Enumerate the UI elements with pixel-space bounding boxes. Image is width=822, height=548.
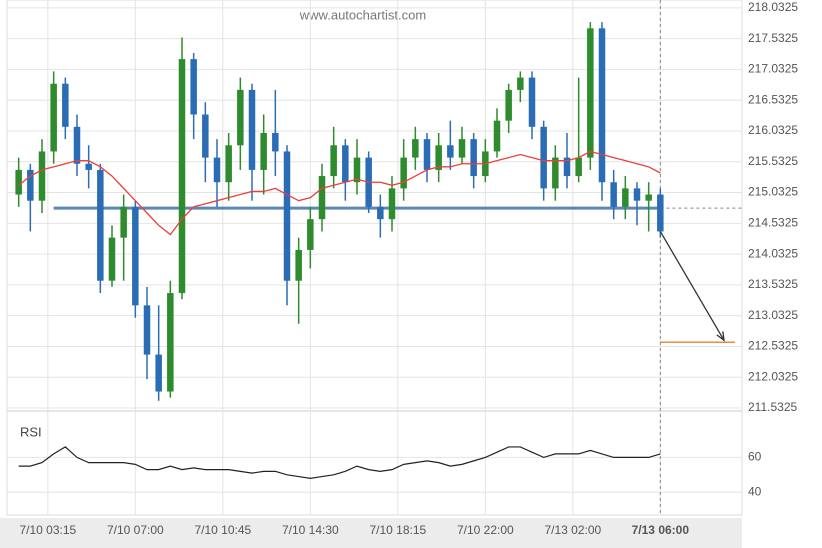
x-tick-label: 7/10 14:30 [282,523,339,537]
candle-body [412,139,419,158]
candle-body [505,89,512,121]
watermark: www.autochartist.com [299,7,426,22]
candle-body [657,194,664,232]
rsi-tick-label: 60 [748,450,762,464]
candle-body [353,157,361,183]
x-tick-label: 7/13 02:00 [544,523,601,537]
candle-body [295,249,302,281]
candle-body [225,145,232,183]
candle-body [563,157,571,177]
candle-body [423,139,431,170]
candle-body [62,83,69,127]
candle-body [27,169,34,201]
candle-body [575,157,582,177]
y-tick-label: 216.5325 [748,92,798,106]
candle-body [598,28,606,183]
candle-body [377,206,384,220]
candle-body [622,188,629,207]
x-axis-band [0,518,742,548]
candle-body [470,139,477,177]
candle-body [73,126,81,164]
x-tick-label: 7/10 03:15 [19,523,76,537]
candle-body [610,182,617,207]
candle-body [330,145,337,177]
candle-body [587,28,594,158]
candle-body [540,126,547,189]
candle-body [237,89,244,146]
x-tick-label: 7/10 18:15 [369,523,426,537]
candle-body [260,132,267,170]
candle-body [178,59,186,294]
candle-body [552,157,559,189]
candle-body [213,157,221,183]
candle-body [318,176,326,220]
x-tick-label: 7/10 22:00 [457,523,514,537]
candle-body [458,139,466,158]
y-tick-label: 217.0325 [748,62,798,76]
y-tick-label: 217.5325 [748,31,798,45]
rsi-line [18,446,661,479]
candle-body [120,206,127,238]
candle-body [283,151,291,281]
candle-body [528,77,536,127]
candle-body [400,157,407,189]
plot-frame [6,0,743,516]
candle-body [272,132,279,152]
y-tick-label: 212.5325 [748,339,798,353]
candle-body [132,206,139,306]
candle-body [143,305,151,355]
candle-body [435,145,442,170]
candle-body [97,169,104,281]
rsi-label: RSI [20,424,42,439]
y-tick-label: 211.5325 [748,400,797,414]
candle-body [633,188,641,201]
candle-body [15,169,22,195]
y-tick-label: 212.0325 [748,369,798,383]
moving-average [18,150,661,236]
candle-body [190,59,197,115]
y-tick-label: 215.5325 [748,154,798,168]
candle-body [248,89,256,170]
x-tick-label: 7/13 06:00 [632,523,690,537]
candle-body [493,120,501,152]
y-tick-label: 218.0325 [748,0,798,14]
candle-body [447,145,454,158]
candle-body [167,293,174,392]
candle-body [85,163,92,170]
y-tick-label: 214.0325 [748,246,798,260]
candle-body [50,83,57,152]
x-tick-label: 7/10 10:45 [194,523,251,537]
candle-body [155,354,162,392]
y-tick-label: 214.5325 [748,215,798,229]
rsi-tick-label: 40 [748,484,762,498]
candle-body [202,114,209,158]
candle-body [108,237,116,281]
y-tick-label: 215.0325 [748,185,798,199]
candle-body [307,219,314,250]
y-tick-label: 213.5325 [748,277,798,291]
candle-body [342,145,349,183]
candle-body [517,77,524,90]
candle-body [38,151,46,201]
x-tick-label: 7/10 07:00 [107,523,164,537]
arrow-head [716,331,725,342]
forecast-arrow [659,231,725,341]
y-tick-label: 216.0325 [748,123,798,137]
y-tick-label: 213.0325 [748,308,798,322]
candle-body [645,194,652,201]
candle-body [388,188,396,220]
